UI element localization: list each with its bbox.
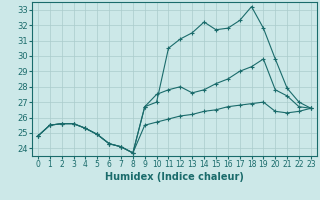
X-axis label: Humidex (Indice chaleur): Humidex (Indice chaleur): [105, 172, 244, 182]
